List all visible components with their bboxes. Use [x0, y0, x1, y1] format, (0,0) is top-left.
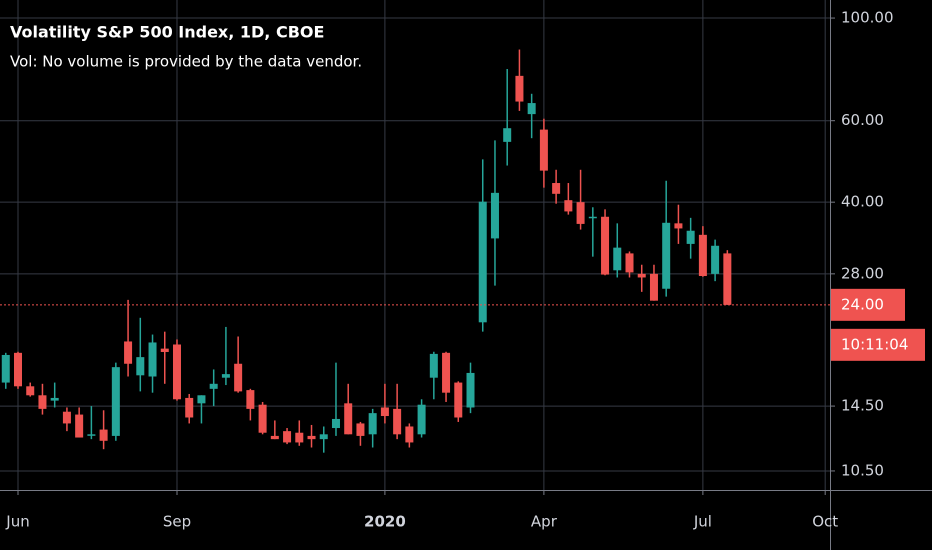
candle-body: [26, 386, 35, 396]
candle-body: [649, 273, 658, 301]
candle-body: [625, 253, 634, 273]
candle-body: [331, 418, 340, 429]
candle-body: [539, 129, 548, 171]
candle-body: [698, 234, 707, 277]
candle-body: [87, 434, 96, 436]
candle-body: [417, 404, 426, 435]
candle-body: [454, 382, 463, 418]
plot-area: [0, 0, 830, 490]
candle-body: [62, 411, 71, 424]
candle-body: [234, 363, 243, 392]
candle-body: [442, 352, 451, 393]
candle-body: [99, 429, 108, 441]
candle-body: [172, 344, 181, 400]
candle-body: [466, 372, 475, 408]
candle-body: [258, 404, 267, 433]
candle-body: [111, 367, 120, 436]
candle-body: [405, 426, 414, 443]
candle-body: [564, 200, 573, 212]
candle-body: [319, 434, 328, 440]
candle-body: [637, 273, 646, 278]
candle-body: [160, 348, 169, 352]
candle-body: [295, 432, 304, 443]
candle-body: [221, 374, 230, 378]
x-tick-label: 2020: [364, 513, 406, 531]
last-price-box: [831, 288, 905, 321]
candle-body: [588, 216, 597, 219]
countdown-label: 10:11:04: [841, 335, 908, 353]
x-tick-label: Jul: [693, 513, 712, 531]
candle-body: [209, 383, 218, 389]
y-tick-label: 40.00: [841, 193, 884, 211]
candle-body: [674, 223, 683, 229]
candle-body: [197, 395, 206, 404]
candle-body: [662, 222, 671, 289]
candle-body: [503, 128, 512, 142]
candle-body: [148, 342, 157, 377]
candle-body: [270, 435, 279, 440]
x-tick-label: Sep: [163, 513, 191, 531]
candle-body: [723, 253, 732, 305]
candle-body: [686, 230, 695, 244]
price-axis-panel: [831, 0, 932, 550]
candle-body: [515, 75, 524, 102]
y-tick-label: 60.00: [841, 111, 884, 129]
candle-body: [50, 397, 59, 401]
candle-body: [429, 353, 438, 378]
candle-body: [1, 354, 10, 383]
candle-body: [368, 413, 377, 435]
y-tick-label: 10.50: [841, 461, 884, 479]
candle-body: [552, 183, 561, 194]
candle-body: [124, 341, 133, 364]
candle-body: [75, 414, 84, 438]
candle-body: [246, 390, 255, 409]
y-tick-label: 28.00: [841, 264, 884, 282]
candle-body: [711, 245, 720, 274]
candle-body: [576, 202, 585, 224]
candle-body: [38, 395, 47, 409]
y-tick-label: 100.00: [841, 9, 894, 27]
candle-body: [185, 397, 194, 418]
candle-body: [380, 407, 389, 417]
candle-body: [393, 408, 402, 435]
axis-layer: 100.00 60.00 40.00 28.00 14.50 10.50 Jun Sep 202…: [5, 9, 925, 531]
chart-title: Volatility S&P 500 Index, 1D, CBOE: [10, 23, 324, 42]
candle-body: [307, 435, 316, 440]
candle-body: [490, 192, 499, 239]
candle-body: [478, 201, 487, 323]
candle-body: [344, 403, 353, 435]
candle-body: [136, 357, 145, 376]
candle-body: [613, 247, 622, 271]
last-price-label: 24.00: [841, 295, 884, 313]
countdown-box: [831, 328, 925, 361]
candle-body: [14, 352, 22, 387]
x-tick-label: Jun: [5, 513, 29, 531]
x-tick-label: Oct: [812, 513, 838, 531]
chart-subtitle: Vol: No volume is provided by the data v…: [10, 53, 362, 71]
candle-body: [527, 103, 536, 115]
candle-body: [283, 431, 292, 443]
candle-body: [356, 423, 365, 436]
x-tick-label: Apr: [531, 513, 558, 531]
candle-body: [601, 216, 610, 275]
y-tick-label: 14.50: [841, 397, 884, 415]
